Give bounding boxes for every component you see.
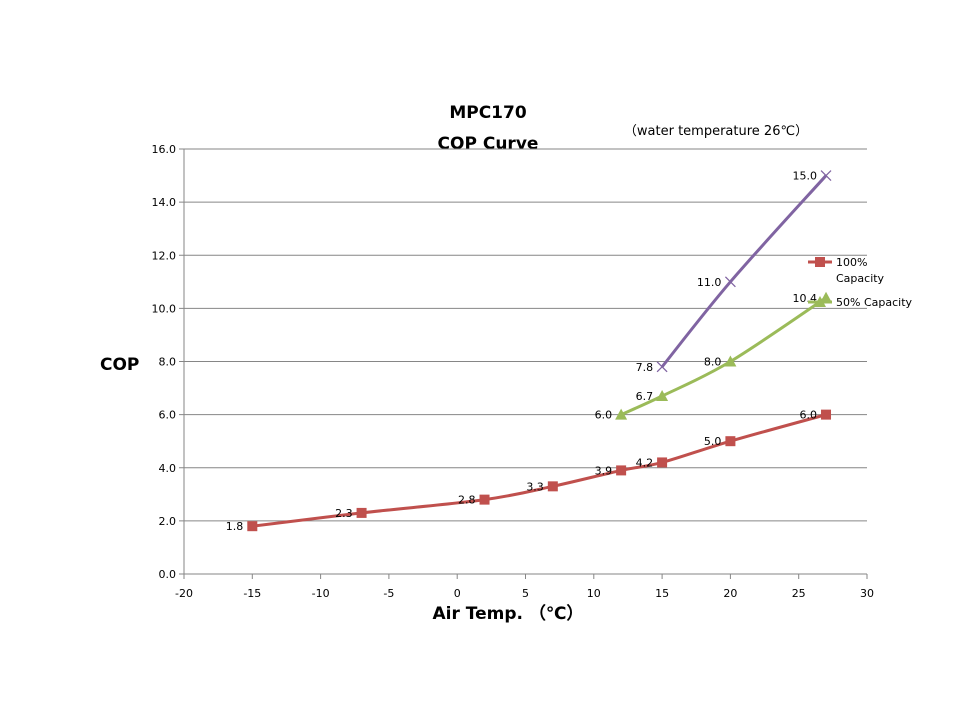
data-point — [615, 408, 628, 420]
y-tick-label: 6.0 — [159, 409, 177, 422]
series-1: 6.06.78.010.4 — [595, 291, 833, 422]
data-label: 5.0 — [704, 435, 722, 448]
x-tick-label: -20 — [175, 587, 193, 600]
x-tick-label: 0 — [454, 587, 461, 600]
y-tick-label: 4.0 — [159, 462, 177, 475]
data-point — [616, 465, 627, 476]
series-2: 7.8 11.0 15.0 — [636, 170, 832, 374]
data-point — [656, 390, 669, 402]
x-tick-label: 10 — [587, 587, 601, 600]
data-point — [247, 521, 258, 532]
x-tick-labels: -20 -15 -10 -5 0 5 10 15 20 25 30 — [175, 587, 874, 600]
x-axis-title: Air Temp. （℃） — [433, 603, 584, 624]
legend-entry: Capacity — [836, 272, 885, 285]
data-label: 15.0 — [793, 170, 818, 183]
data-point — [814, 296, 826, 307]
y-tick-labels: 0.0 2.0 4.0 6.0 8.0 10.0 12.0 14.0 16.0 — [152, 143, 177, 581]
data-point — [656, 361, 668, 373]
x-tick-label: 20 — [723, 587, 737, 600]
x-tick-label: 30 — [860, 587, 874, 600]
data-point — [479, 494, 490, 505]
x-tick-label: 25 — [792, 587, 806, 600]
series-line — [660, 174, 828, 368]
y-tick-label: 14.0 — [152, 196, 177, 209]
data-point — [657, 457, 668, 468]
data-label: 6.7 — [636, 390, 654, 403]
y-tick-label: 8.0 — [159, 356, 177, 369]
data-point — [821, 409, 832, 420]
data-point — [820, 291, 833, 303]
data-point — [724, 276, 736, 288]
series-0: 1.8 2.3 2.8 3.3 3.9 4.2 5.0 6.0 — [226, 409, 832, 533]
y-tick-label: 2.0 — [159, 515, 177, 528]
x-tick-label: -5 — [383, 587, 394, 600]
legend-entry: 50% Capacity — [836, 296, 913, 309]
data-point — [725, 436, 736, 447]
data-label: 3.9 — [595, 464, 613, 477]
y-axis-title: COP — [100, 355, 139, 375]
axes — [179, 148, 868, 579]
legend-entry: 100% — [836, 256, 867, 269]
data-point — [356, 507, 367, 518]
data-label: 11.0 — [697, 276, 722, 289]
series-line — [620, 296, 827, 416]
chart-subtitle: COP Curve — [438, 134, 539, 154]
y-tick-label: 10.0 — [152, 302, 177, 315]
y-tick-label: 12.0 — [152, 249, 177, 262]
legend: 100% Capacity 50% Capacity — [808, 256, 913, 309]
data-label: 3.3 — [526, 480, 544, 493]
y-tick-label: 0.0 — [159, 568, 177, 581]
data-label: 2.8 — [458, 494, 476, 507]
chart-note: （water temperature 26℃） — [624, 124, 808, 139]
data-label: 2.3 — [335, 507, 353, 520]
x-tick-label: -15 — [243, 587, 261, 600]
x-tick-label: 5 — [522, 587, 529, 600]
data-point — [547, 481, 558, 492]
chart-title: MPC170 — [449, 103, 527, 123]
series-group: 1.82.32.83.33.94.25.06.06.06.78.010.47.8… — [226, 170, 833, 533]
x-tick-label: 15 — [655, 587, 669, 600]
data-point — [815, 257, 825, 267]
data-label: 1.8 — [226, 520, 244, 533]
data-label: 4.2 — [636, 456, 654, 469]
grid-lines — [184, 148, 867, 522]
data-label: 6.0 — [800, 409, 818, 422]
x-tick-label: -10 — [312, 587, 330, 600]
y-tick-label: 16.0 — [152, 143, 177, 156]
data-point — [724, 355, 737, 367]
data-label: 7.8 — [636, 361, 654, 374]
data-point — [820, 170, 832, 182]
data-label: 6.0 — [595, 409, 613, 422]
data-label: 8.0 — [704, 356, 722, 369]
